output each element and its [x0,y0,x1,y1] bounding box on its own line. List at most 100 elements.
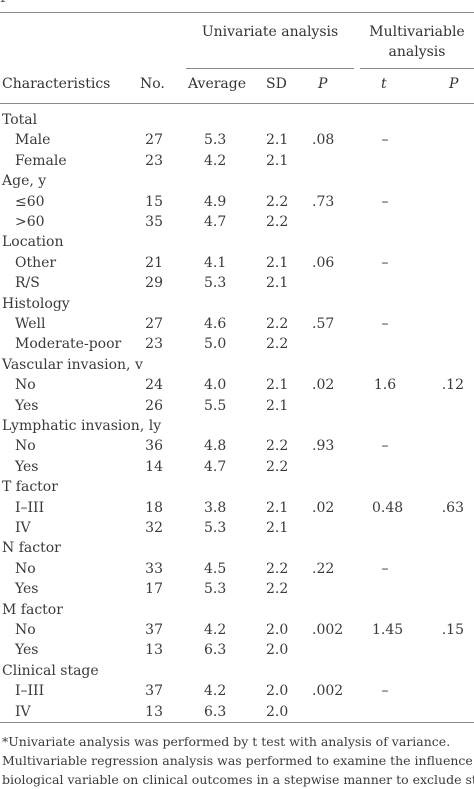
no-cell: 17 [145,581,163,598]
table-row: I–III 18 3.8 2.1 .02 0.48 .63 [0,498,474,518]
p-value-cell: .06 [312,254,335,271]
sd-cell: 2.0 [266,683,289,700]
col-header-t: t [381,76,387,92]
col-header-sd: SD [266,76,287,92]
t-value-cell: – [381,254,389,271]
average-cell: 4.7 [204,458,227,475]
row-label: >60 [15,214,45,230]
footnote-line-3: biological variable on clinical outcomes… [2,772,474,787]
average-cell: 5.3 [204,520,227,536]
footnote-line-1: *Univariate analysis was performed by t … [2,734,451,749]
average-cell: 4.0 [204,377,227,394]
sd-cell: 2.0 [266,642,289,659]
average-cell: 5.0 [204,336,227,353]
sd-cell: 2.2 [266,336,289,353]
table-top-rule [0,12,474,13]
average-cell: 4.1 [204,254,227,271]
sd-cell: 2.0 [266,622,289,638]
sd-cell: 2.2 [266,560,289,577]
group-heading-row: Lymphatic invasion, ly [0,416,474,436]
row-label: Total [2,112,38,128]
sd-cell: 2.2 [266,458,289,475]
no-cell: 14 [145,458,163,475]
p-value-cell: .002 [312,683,344,700]
row-label: Yes [15,642,39,659]
p-value-cell: .02 [312,499,335,516]
average-cell: 4.8 [204,438,227,455]
t-value-cell: – [381,438,389,455]
table-row: Yes 13 6.3 2.0 [0,640,474,660]
row-label: M factor [2,601,63,618]
row-label: Male [15,132,51,149]
sd-cell: 2.2 [266,438,289,455]
table-footnote: *Univariate analysis was performed by t … [2,732,474,789]
table-row: Well 27 4.6 2.2 .57 – [0,314,474,334]
row-label: I–III [15,499,45,516]
sd-cell: 2.1 [266,377,289,394]
sd-cell: 2.1 [266,132,289,149]
sd-cell: 2.2 [266,214,289,230]
row-label: Clinical stage [2,662,99,679]
average-cell: 4.2 [204,622,227,638]
row-label: Yes [15,458,39,475]
average-cell: 3.8 [204,499,227,516]
table-row: Moderate-poor 23 5.0 2.2 [0,334,474,354]
table-row: No 36 4.8 2.2 .93 – [0,436,474,456]
row-label: Histology [2,295,70,312]
table-row: R/S 29 5.3 2.1 [0,273,474,293]
t-value-cell: 0.48 [372,499,404,516]
col-header-multivariable-p: P [449,76,459,92]
row-label: Lymphatic invasion, ly [2,418,162,434]
average-cell: 4.6 [204,316,227,332]
row-label: No [15,377,36,394]
table-row: No 24 4.0 2.1 .02 1.6 .12 [0,375,474,395]
multivariable-p-cell: .12 [441,377,464,394]
t-value-cell: 1.45 [372,622,404,638]
row-label: Moderate-poor [15,336,122,353]
average-cell: 6.3 [204,703,227,720]
sd-cell: 2.2 [266,193,289,210]
no-cell: 26 [145,397,163,414]
no-cell: 37 [145,683,163,700]
p-value-cell: .57 [312,316,335,332]
p-value-cell: .08 [312,132,335,149]
table-row: ≤60 15 4.9 2.2 .73 – [0,192,474,212]
average-cell: 4.5 [204,560,227,577]
average-cell: 5.3 [204,132,227,149]
col-header-p: P [318,76,328,92]
col-header-characteristics: Characteristics [2,76,111,92]
t-value-cell: – [381,560,389,577]
average-cell: 4.2 [204,683,227,700]
multivariable-p-cell: .63 [441,499,464,516]
no-cell: 32 [145,520,163,536]
no-cell: 13 [145,703,163,720]
p-value-cell: .93 [312,438,335,455]
row-label: Vascular invasion, v [2,356,143,373]
table-row: I–III 37 4.2 2.0 .002 – [0,681,474,701]
row-label: ≤60 [15,193,45,210]
average-cell: 4.9 [204,193,227,210]
group-heading-row: T factor [0,477,474,497]
group-heading-row: M factor [0,600,474,620]
row-label: No [15,560,36,577]
row-label: Age, y [2,173,47,190]
no-cell: 27 [145,132,163,149]
sd-cell: 2.2 [266,581,289,598]
sd-cell: 2.1 [266,254,289,271]
average-cell: 6.3 [204,642,227,659]
sd-cell: 2.1 [266,275,289,292]
table-row: Yes 26 5.5 2.1 [0,396,474,416]
table-row: IV 13 6.3 2.0 [0,702,474,722]
row-label: IV [15,703,31,720]
group-heading-row: N factor [0,538,474,558]
sd-cell: 2.2 [266,316,289,332]
row-label: I–III [15,683,45,700]
average-cell: 5.5 [204,397,227,414]
average-cell: 5.3 [204,581,227,598]
sd-cell: 2.0 [266,703,289,720]
no-cell: 35 [145,214,163,230]
no-cell: 23 [145,152,163,169]
p-value-cell: .73 [312,193,335,210]
group-heading-row: Location [0,232,474,252]
average-cell: 5.3 [204,275,227,292]
